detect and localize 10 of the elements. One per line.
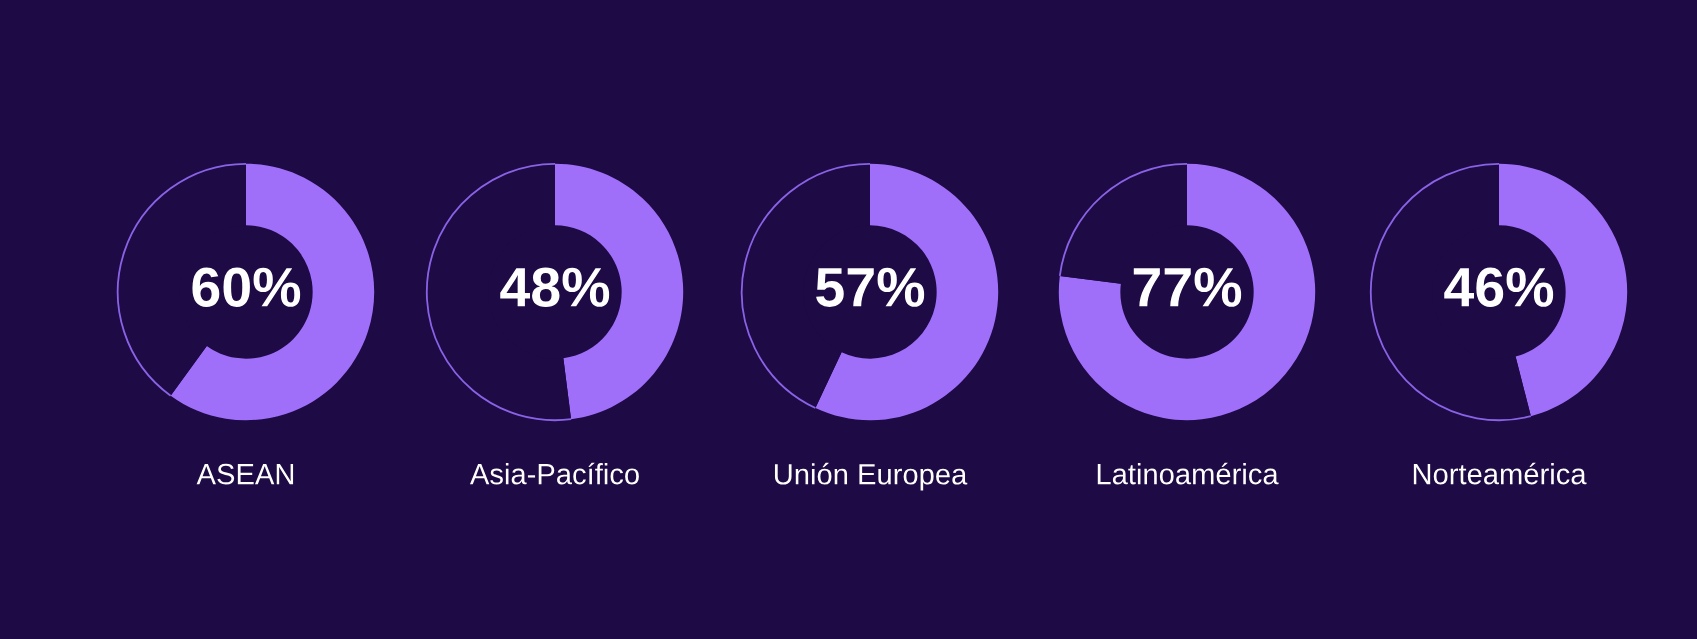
- text: Asia-Pacífico: [469, 462, 639, 485]
- data-label: 60%: [192, 267, 301, 307]
- text: ASEAN: [196, 463, 294, 485]
- data-label: 77%: [1133, 267, 1242, 307]
- data-label: 46%: [1444, 267, 1554, 307]
- text: Latinoamérica: [1097, 462, 1279, 485]
- text: Unión Europea: [774, 462, 968, 491]
- text: Norteamérica: [1413, 462, 1587, 485]
- data-label: 57%: [816, 267, 925, 307]
- data-label: 48%: [500, 267, 610, 307]
